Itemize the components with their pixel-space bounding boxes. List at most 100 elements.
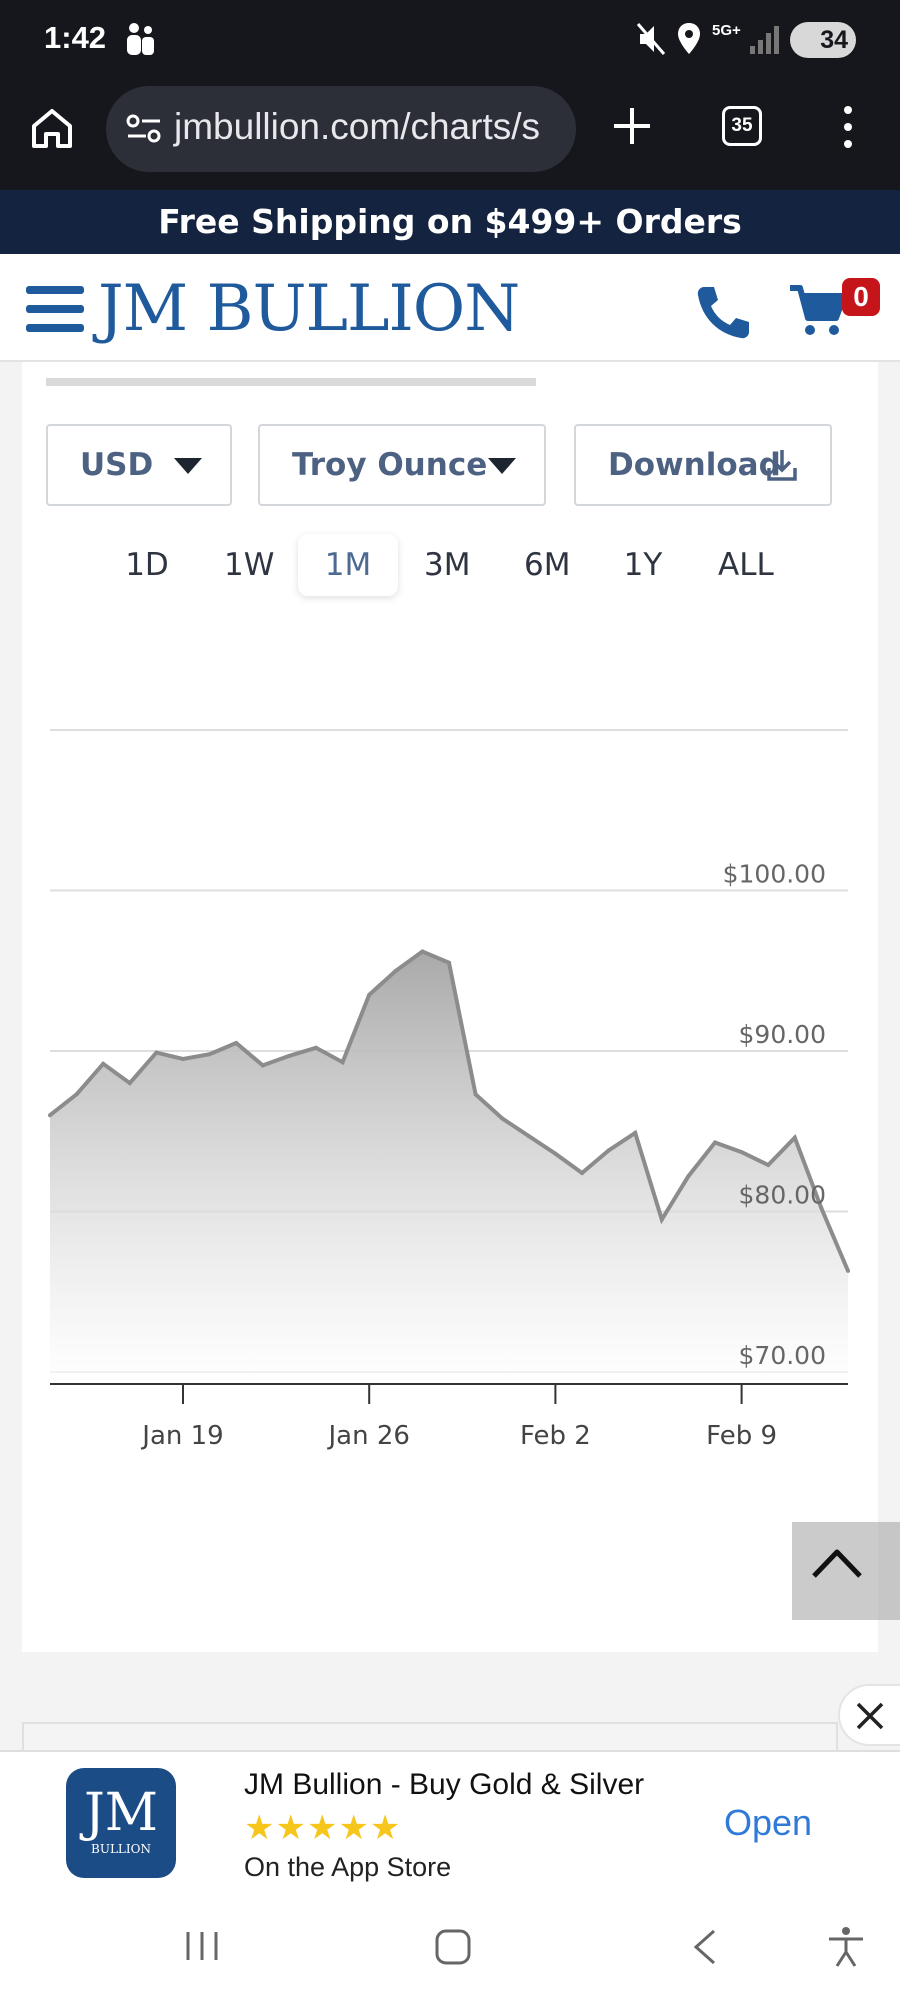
mute-icon <box>636 23 666 55</box>
currency-value: USD <box>80 447 154 483</box>
data-point[interactable] <box>606 1148 611 1153</box>
y-tick-label: $70.00 <box>739 1341 826 1370</box>
data-point[interactable] <box>181 1057 185 1062</box>
app-store-ad[interactable]: JM BULLION JM Bullion - Buy Gold & Silve… <box>0 1750 900 1900</box>
data-point[interactable] <box>526 1134 531 1139</box>
data-point[interactable] <box>314 1045 318 1050</box>
signal-icon <box>750 26 779 54</box>
data-point[interactable] <box>766 1162 771 1167</box>
data-point[interactable] <box>553 1151 558 1156</box>
more-options-icon[interactable] <box>838 104 858 150</box>
data-point[interactable] <box>659 1217 664 1222</box>
x-tick-label: Jan 19 <box>140 1421 223 1451</box>
data-point[interactable] <box>74 1092 79 1097</box>
close-ad-button[interactable] <box>838 1684 900 1746</box>
range-tab-3m[interactable]: 3M <box>424 547 471 583</box>
data-point[interactable] <box>48 1113 52 1118</box>
home-nav-icon[interactable] <box>434 1928 472 1966</box>
phone-icon[interactable] <box>694 284 752 340</box>
data-point[interactable] <box>819 1206 824 1211</box>
range-tab-1w[interactable]: 1W <box>224 547 275 583</box>
time-range-tabs: 1D 1W 1M 3M 6M 1Y ALL <box>0 530 900 604</box>
data-point[interactable] <box>260 1063 265 1068</box>
data-point[interactable] <box>846 1268 850 1273</box>
location-icon <box>678 23 700 54</box>
data-point[interactable] <box>340 1060 345 1065</box>
range-tab-6m[interactable]: 6M <box>524 547 571 583</box>
x-tick-label: Feb 9 <box>706 1421 777 1451</box>
range-tab-1d[interactable]: 1D <box>125 547 169 583</box>
data-point[interactable] <box>633 1130 638 1135</box>
x-tick-label: Jan 26 <box>326 1421 409 1451</box>
data-point[interactable] <box>420 949 425 954</box>
data-point[interactable] <box>154 1050 159 1055</box>
back-icon[interactable] <box>690 1928 720 1966</box>
data-point[interactable] <box>393 968 398 973</box>
chevron-up-icon <box>812 1549 862 1578</box>
scroll-to-top-button[interactable] <box>792 1522 900 1620</box>
price-chart[interactable]: $70.00 $80.00 $90.00 $100.00 Jan 19 Jan 26 Fe… <box>0 640 900 1624</box>
cart-icon[interactable] <box>788 284 846 338</box>
status-bar: 1:42 5G+ 34 <box>0 0 900 80</box>
unit-value: Troy Ounce <box>292 447 488 483</box>
site-settings-icon[interactable] <box>126 114 162 144</box>
price-chart-svg[interactable]: $70.00 $80.00 $90.00 $100.00 Jan 19 Jan 26 Fe… <box>0 640 900 1624</box>
data-point[interactable] <box>500 1116 505 1121</box>
recents-icon[interactable] <box>184 1928 220 1964</box>
shipping-promo-banner[interactable]: Free Shipping on $499+ Orders <box>0 190 900 254</box>
data-point[interactable] <box>686 1174 691 1179</box>
data-point[interactable] <box>287 1053 292 1058</box>
battery-indicator: 34 <box>790 22 856 58</box>
range-tab-1m[interactable]: 1M <box>298 534 398 596</box>
currency-select[interactable]: USD <box>46 424 232 506</box>
chevron-down-icon <box>488 458 516 474</box>
site-header: JM BULLION 0 <box>0 254 900 362</box>
close-icon <box>856 1702 884 1730</box>
status-time: 1:42 <box>44 20 107 55</box>
price-area <box>50 951 848 1384</box>
y-tick-label: $80.00 <box>739 1181 826 1210</box>
data-point[interactable] <box>127 1081 132 1086</box>
chevron-down-icon <box>174 458 202 474</box>
data-point[interactable] <box>234 1040 239 1045</box>
jm-app-icon[interactable]: JM BULLION <box>66 1768 176 1878</box>
data-point[interactable] <box>739 1150 744 1155</box>
family-icon <box>127 23 154 55</box>
data-point[interactable] <box>473 1092 478 1097</box>
range-tab-all[interactable]: ALL <box>718 547 774 583</box>
range-tab-1y[interactable]: 1Y <box>623 547 663 583</box>
url-text: jmbullion.com/charts/s <box>174 106 541 147</box>
download-label: Download <box>608 447 781 483</box>
next-section-edge <box>22 1722 838 1752</box>
data-point[interactable] <box>447 960 451 965</box>
data-point[interactable] <box>207 1052 212 1057</box>
data-point[interactable] <box>580 1170 584 1175</box>
new-tab-icon[interactable] <box>612 106 652 146</box>
browser-toolbar: jmbullion.com/charts/s 35 <box>0 80 900 190</box>
y-tick-label: $90.00 <box>739 1020 826 1049</box>
unit-select[interactable]: Troy Ounce <box>258 424 546 506</box>
download-icon <box>767 450 797 481</box>
ad-title: JM Bullion - Buy Gold & Silver <box>244 1768 645 1801</box>
jm-bullion-logo[interactable]: JM BULLION <box>98 272 520 346</box>
system-nav-bar <box>0 1900 900 2000</box>
x-tick-label: Feb 2 <box>520 1421 591 1451</box>
app-icon-subtext: BULLION <box>91 1842 151 1856</box>
section-divider <box>46 378 536 386</box>
address-bar[interactable]: jmbullion.com/charts/s <box>106 86 576 172</box>
menu-icon[interactable] <box>26 286 84 332</box>
data-point[interactable] <box>713 1140 717 1145</box>
network-type: 5G+ <box>712 22 741 39</box>
data-point[interactable] <box>101 1061 106 1066</box>
data-point[interactable] <box>367 992 372 997</box>
data-point[interactable] <box>792 1135 797 1140</box>
download-button[interactable]: Download <box>574 424 832 506</box>
y-tick-label: $100.00 <box>723 860 826 889</box>
rating-stars: ★★★★★ <box>244 1808 402 1848</box>
home-icon[interactable] <box>30 106 74 150</box>
accessibility-icon[interactable] <box>826 1926 866 1968</box>
open-app-button[interactable]: Open <box>724 1802 813 1843</box>
app-icon-text: JM <box>83 1783 159 1843</box>
tab-switcher-button[interactable]: 35 <box>722 106 762 146</box>
